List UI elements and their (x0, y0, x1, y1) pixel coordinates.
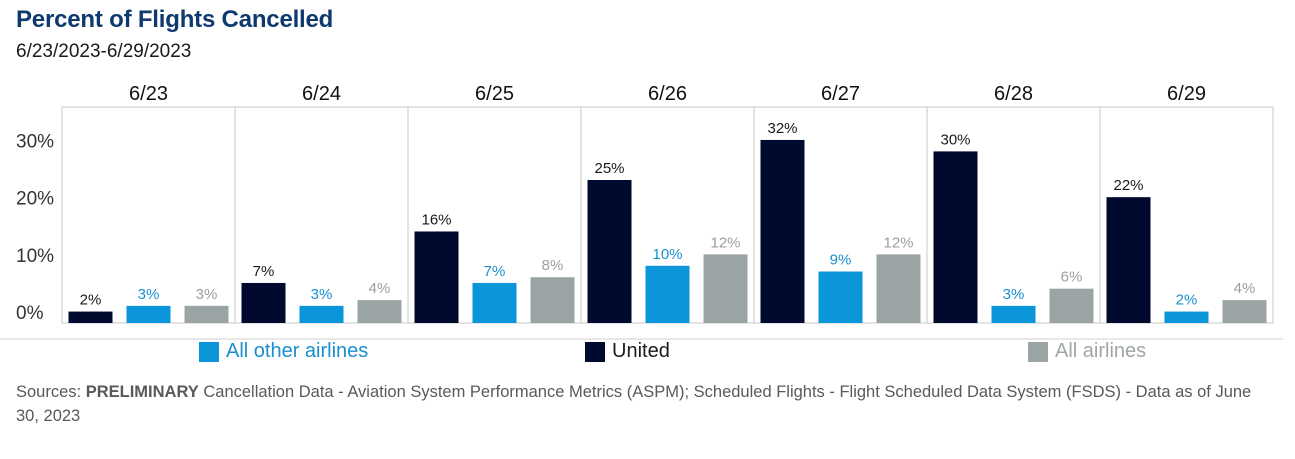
legend-item-all-airlines: All airlines (1028, 340, 1146, 363)
legend-swatch-all-airlines (1028, 341, 1048, 362)
source-prefix: Sources: (16, 383, 86, 401)
category-label-6-27: 6/27 (821, 83, 860, 105)
y-tick-label-30: 30% (16, 131, 54, 152)
bar-all-airlines-6-27 (876, 254, 921, 323)
data-label-all-other-airlines-6-27: 9% (830, 252, 852, 269)
data-label-all-other-airlines-6-26: 10% (652, 246, 682, 263)
bar-all-airlines-6-26 (703, 254, 748, 323)
bar-all-airlines-6-23 (184, 305, 229, 323)
bar-united-6-26 (587, 180, 632, 323)
data-label-all-other-airlines-6-28: 3% (1003, 286, 1025, 303)
bar-united-6-25 (414, 231, 459, 323)
data-label-all-airlines-6-28: 6% (1061, 269, 1083, 286)
bar-united-6-24 (241, 282, 286, 323)
data-label-all-airlines-6-29: 4% (1234, 280, 1256, 297)
bar-united-6-28 (933, 151, 978, 323)
bar-all-other-airlines-6-25 (472, 282, 517, 323)
data-label-all-airlines-6-25: 8% (542, 257, 564, 274)
category-label-6-29: 6/29 (1167, 83, 1206, 105)
data-label-united-6-28: 30% (940, 131, 970, 148)
data-label-all-airlines-6-23: 3% (196, 286, 218, 303)
bar-united-6-23 (68, 311, 113, 323)
bar-all-other-airlines-6-28 (991, 305, 1036, 323)
legend-label-all-airlines: All airlines (1055, 340, 1147, 362)
y-tick-label-20: 20% (16, 189, 54, 210)
data-label-all-other-airlines-6-24: 3% (311, 286, 333, 303)
data-label-united-6-27: 32% (767, 120, 797, 137)
data-label-all-other-airlines-6-23: 3% (138, 286, 160, 303)
bar-all-other-airlines-6-23 (126, 305, 171, 323)
legend-swatch-united (585, 341, 605, 362)
source-note: Sources: PRELIMINARY Cancellation Data -… (16, 380, 1276, 428)
bar-chart: 0% 10% 20% 30% 6/23 6/24 6/25 6/26 6/27 6/28 6/29 2… (0, 83, 1283, 340)
bar-all-other-airlines-6-27 (818, 271, 863, 323)
data-label-all-other-airlines-6-29: 2% (1176, 292, 1198, 309)
category-label-6-24: 6/24 (302, 83, 341, 105)
legend-label-all-other-airlines: All other airlines (226, 340, 369, 362)
legend-label-united: United (612, 340, 670, 362)
chart-subtitle: 6/23/2023-6/29/2023 (16, 41, 192, 62)
y-tick-label-0: 0% (16, 303, 44, 324)
bar-all-other-airlines-6-26 (645, 265, 690, 323)
source-text: Cancellation Data - Aviation System Perf… (16, 383, 1252, 425)
data-label-united-6-26: 25% (594, 160, 624, 177)
category-label-6-25: 6/25 (475, 83, 514, 105)
data-label-all-airlines-6-26: 12% (710, 234, 740, 251)
bar-united-6-29 (1106, 197, 1151, 323)
bar-all-airlines-6-29 (1222, 300, 1267, 323)
data-label-all-other-airlines-6-25: 7% (484, 263, 506, 280)
bar-all-other-airlines-6-24 (299, 305, 344, 323)
bar-all-airlines-6-28 (1049, 288, 1094, 323)
bar-all-airlines-6-25 (530, 277, 575, 323)
legend-item-all-other-airlines: All other airlines (199, 340, 368, 363)
data-label-all-airlines-6-27: 12% (883, 234, 913, 251)
source-preliminary: PRELIMINARY (85, 383, 199, 401)
category-label-6-23: 6/23 (129, 83, 168, 105)
data-label-united-6-23: 2% (80, 292, 102, 309)
bar-all-airlines-6-24 (357, 300, 402, 323)
data-label-all-airlines-6-24: 4% (369, 280, 391, 297)
data-label-united-6-29: 22% (1113, 177, 1143, 194)
bar-united-6-27 (760, 139, 805, 323)
chart-title: Percent of Flights Cancelled (16, 6, 334, 33)
category-label-6-28: 6/28 (994, 83, 1033, 105)
data-label-united-6-24: 7% (253, 263, 275, 280)
bar-all-other-airlines-6-29 (1164, 311, 1209, 323)
legend-swatch-all-other-airlines (199, 341, 219, 362)
y-tick-label-10: 10% (16, 246, 54, 267)
category-label-6-26: 6/26 (648, 83, 687, 105)
data-label-united-6-25: 16% (421, 211, 451, 228)
legend-item-united: United (585, 340, 670, 363)
